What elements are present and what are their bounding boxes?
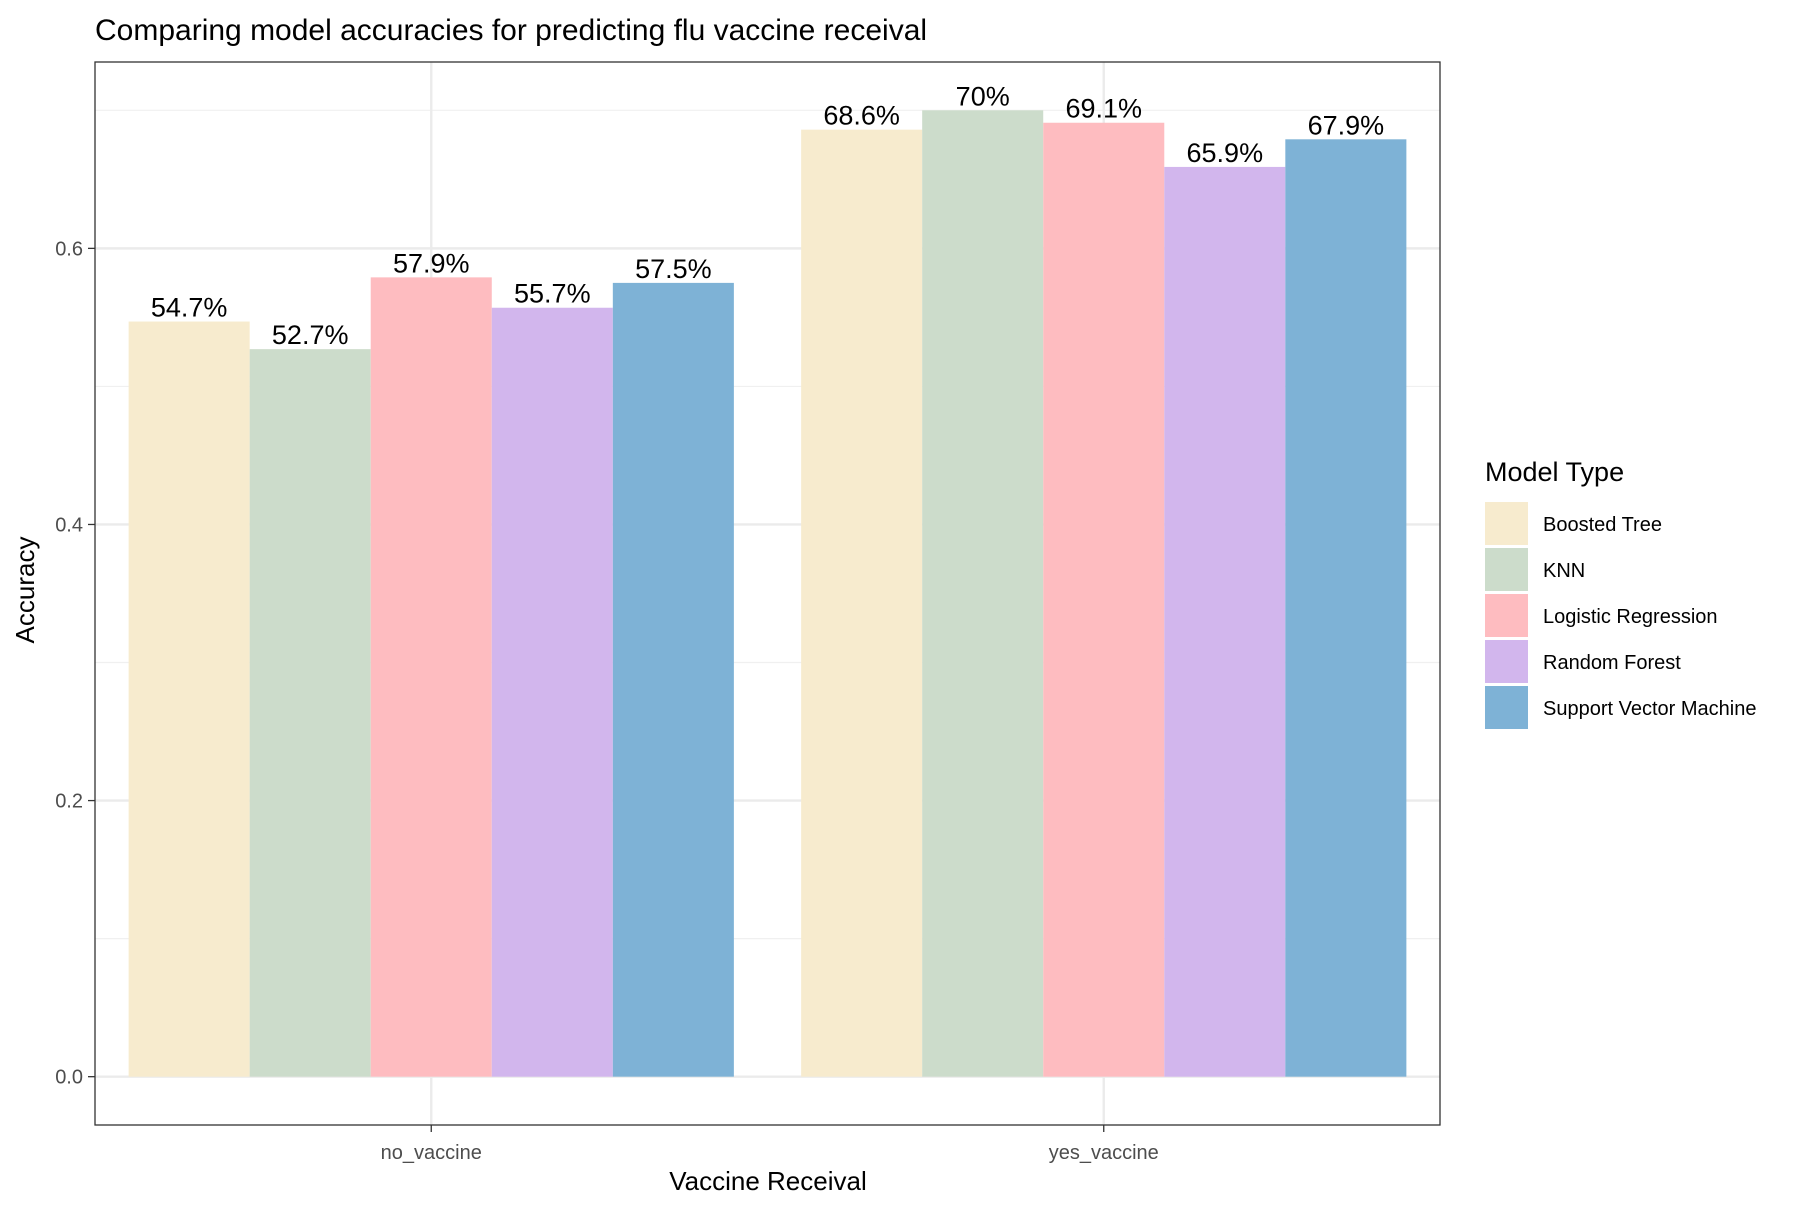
plot-panel: 54.7% 68.6% 52.7% 70% 57.9% 69.1% 55.7% 65.9% 57… [94,61,1441,1126]
bar [1043,122,1165,1077]
bars [128,110,1407,1077]
legend-label: KNN [1543,560,1585,582]
bar [612,282,734,1077]
legend-swatch [1485,502,1528,545]
chart-title: Comparing model accuracies for predictin… [95,14,927,47]
legend: Model Type Boosted Tree KNN Logistic Regre… [1485,457,1756,729]
bar [1285,139,1407,1077]
panel-border [94,61,1441,1126]
y-tick-label: 0.2 [55,791,83,813]
y-tick-label: 0.0 [55,1067,83,1089]
y-axis-title: Accuracy [10,537,40,644]
x-axis: no_vaccine yes_vaccine [381,1125,1159,1164]
bar-label: 55.7% [514,279,591,309]
bar-label: 54.7% [151,293,228,323]
bar-label: 65.9% [1187,138,1264,168]
bar-label: 57.9% [393,248,470,278]
y-axis: 0.0 0.2 0.4 0.6 [55,238,95,1089]
bar-label: 52.7% [272,320,349,350]
bar-label: 57.5% [635,254,712,284]
bar [922,110,1044,1077]
bar-label: 69.1% [1065,94,1142,124]
legend-swatch [1485,548,1528,591]
legend-label: Logistic Regression [1543,606,1718,628]
bar-label: 67.9% [1308,110,1385,140]
x-axis-title: Vaccine Receival [669,1166,867,1196]
legend-swatch [1485,594,1528,637]
bar [1164,166,1286,1077]
legend-swatch [1485,640,1528,683]
bar [801,129,923,1077]
bar-label: 70% [956,81,1010,111]
bar [370,277,492,1077]
legend-title: Model Type [1485,457,1624,487]
legend-label: Support Vector Machine [1543,698,1756,720]
y-tick-label: 0.4 [55,514,83,536]
bar [128,321,250,1077]
x-tick-label: yes_vaccine [1049,1142,1159,1164]
bar [249,349,371,1077]
bar-label: 68.6% [823,101,900,131]
x-tick-label: no_vaccine [381,1142,482,1164]
bar [491,307,613,1077]
legend-label: Random Forest [1543,652,1681,674]
y-tick-label: 0.6 [55,238,83,260]
bar-labels: 54.7% 68.6% 52.7% 70% 57.9% 69.1% 55.7% 65.9% 57… [151,81,1384,350]
legend-label: Boosted Tree [1543,514,1662,536]
legend-swatch [1485,686,1528,729]
